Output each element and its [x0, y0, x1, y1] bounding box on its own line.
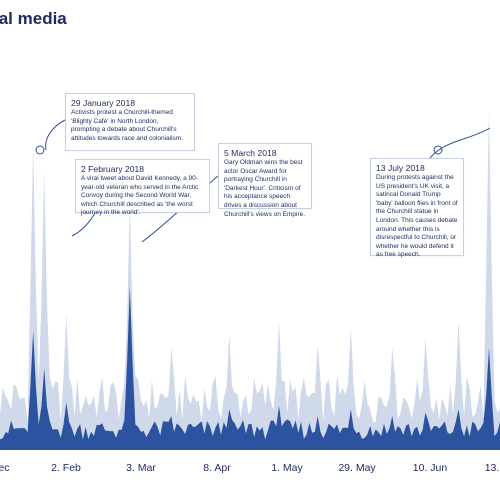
annotation-callout: 13 July 2018 During protests against the…	[370, 158, 464, 258]
leader-line	[71, 212, 96, 237]
annotation-callout: 5 March 2018 Gary Oldman wins the best a…	[218, 143, 312, 218]
dark-area-series	[0, 286, 500, 450]
leader-loop	[35, 145, 45, 155]
annotation-date: 2 February 2018	[81, 164, 145, 174]
x-tick-label: 2. Feb	[51, 462, 81, 474]
annotation-text: During protests against the US president…	[376, 174, 458, 259]
annotation-text: Activists protest a Churchill-themed 'Bl…	[71, 109, 184, 142]
leader-loop	[433, 145, 443, 155]
annotation-text: Gary Oldman wins the best actor Oscar Aw…	[224, 159, 306, 218]
x-tick-label: 1. May	[271, 462, 303, 474]
light-area-series	[0, 110, 500, 450]
leader-line	[429, 127, 491, 159]
x-tick-label: 8. Apr	[203, 462, 231, 474]
annotation-text: A viral tweet about David Kennedy, a 90-…	[81, 175, 199, 217]
annotation-callout: 29 January 2018 Activists protest a Chur…	[65, 93, 195, 151]
x-tick-label: 29. May	[338, 462, 376, 474]
annotation-callout: 2 February 2018 A viral tweet about Davi…	[75, 159, 210, 216]
x-tick-label: 3. Mar	[126, 462, 156, 474]
annotation-date: 5 March 2018	[224, 148, 277, 158]
x-tick-label: ec	[0, 462, 10, 474]
x-tick-label: 10. Jun	[412, 462, 448, 474]
annotation-date: 29 January 2018	[71, 98, 136, 108]
annotation-date: 13 July 2018	[376, 163, 425, 173]
x-tick-label: 13.	[484, 462, 500, 474]
leader-line	[45, 119, 66, 151]
chart-title: ial media	[0, 9, 67, 28]
